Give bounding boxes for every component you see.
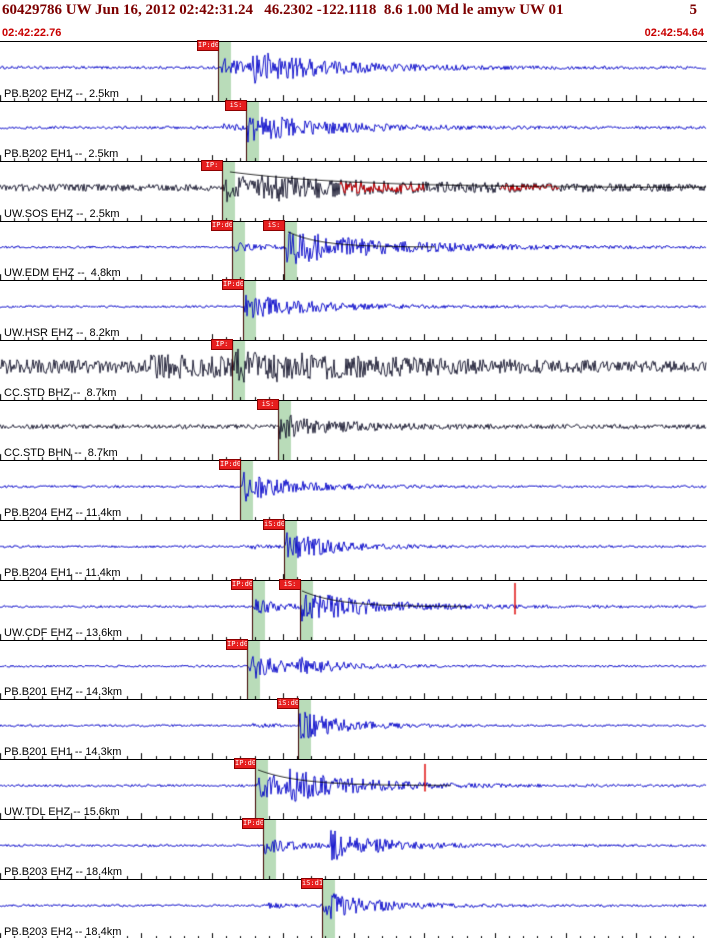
trace-row[interactable]: iS:d0 PB.B204 EH1 -- 11.4km [0, 518, 707, 581]
trace-row[interactable]: IP:d0 PB.B204 EHZ -- 11.4km [0, 459, 707, 521]
trace-row[interactable]: IP:d0 iS: 1 UW.CDF EHZ -- 13.6km [0, 578, 707, 641]
trace-row[interactable]: IP:d0 PB.B202 EHZ -- 2.5km [0, 40, 707, 102]
station-label: PB.B201 EH1 -- 14.3km [4, 746, 122, 759]
waveform-canvas[interactable] [0, 700, 707, 760]
time-axis-labels: 02:42:22.76 02:42:54.64 [0, 20, 707, 41]
phase-pick-flag[interactable]: iS:d0 [277, 698, 299, 710]
event-summary: 60429786 UW Jun 16, 2012 02:42:31.24 46.… [2, 1, 564, 18]
phase-pick-flag[interactable]: iS:d0 [263, 518, 285, 530]
phase-pick-flag[interactable]: IP: 1 [211, 339, 233, 351]
waveform-canvas[interactable] [0, 221, 707, 281]
phase-pick-flag[interactable]: iS: 1 [257, 399, 279, 411]
phase-pick-flag[interactable]: iS:d1 [301, 878, 323, 890]
phase-pick-flag[interactable]: iS: 1 [279, 578, 301, 590]
trace-row[interactable]: IP:d0 PB.B203 EHZ -- 18.4km [0, 818, 707, 881]
waveform-canvas[interactable] [0, 461, 707, 520]
phase-pick-flag[interactable]: IP:d0 [222, 279, 244, 291]
waveform-canvas[interactable] [0, 520, 707, 580]
window-end-time: 02:42:54.64 [644, 27, 704, 39]
station-label: UW.HSR EHZ -- 8.2km [4, 327, 120, 340]
trace-row[interactable]: iS:d0 PB.B201 EH1 -- 14.3km [0, 698, 707, 761]
phase-pick-flag[interactable]: IP: 2 [201, 159, 223, 171]
phase-pick-flag[interactable]: IP:d0 [219, 459, 241, 471]
station-label: PB.B203 EHZ -- 18.4km [4, 866, 122, 879]
station-label: PB.B202 EH1 -- 2.5km [4, 147, 119, 160]
page-indicator: 5 [689, 1, 698, 18]
phase-pick-flag[interactable]: iS: 1 [263, 219, 285, 231]
trace-area: IP:d0 PB.B202 EHZ -- 2.5km iS: 1 PB.B202 EH… [0, 40, 707, 938]
station-label: PB.B204 EH1 -- 11.4km [4, 566, 121, 579]
station-label: UW.CDF EHZ -- 13.6km [4, 626, 122, 639]
trace-row[interactable]: IP: 1 CC.STD BHZ -- 8.7km [0, 339, 707, 402]
station-label: CC.STD BHZ -- 8.7km [4, 387, 117, 400]
event-header: 60429786 UW Jun 16, 2012 02:42:31.24 46.… [0, 0, 707, 20]
waveform-canvas[interactable] [0, 760, 707, 820]
trace-row[interactable]: iS: 1 CC.STD BHN -- 8.7km [0, 399, 707, 462]
trace-row[interactable]: IP:d0 PB.B201 EHZ -- 14.3km [0, 638, 707, 701]
waveform-canvas[interactable] [0, 640, 707, 700]
phase-pick-flag[interactable]: IP:d0 [226, 638, 248, 650]
trace-row[interactable]: IP:d0 iS: 1 UW.EDM EHZ -- 4.8km [0, 219, 707, 282]
trace-row[interactable]: IP:d0 UW.TDL EHZ -- 15.6km [0, 758, 707, 821]
waveform-canvas[interactable] [0, 341, 707, 401]
waveform-canvas[interactable] [0, 101, 707, 161]
station-label: PB.B204 EHZ -- 11.4km [4, 506, 122, 519]
phase-pick-flag[interactable]: IP:d0 [231, 578, 253, 590]
trace-row[interactable]: IP: 2 UW.SOS EHZ -- 2.5km [0, 159, 707, 222]
trace-row[interactable]: iS: 1 PB.B202 EH1 -- 2.5km [0, 99, 707, 162]
phase-pick-flag[interactable]: IP:d0 [234, 758, 256, 770]
waveform-canvas[interactable] [0, 880, 707, 938]
phase-pick-flag[interactable]: iS: 1 [225, 99, 247, 111]
station-label: UW.EDM EHZ -- 4.8km [4, 267, 121, 280]
trace-row[interactable]: iS:d1 PB.B203 EH2 -- 18.4km [0, 878, 707, 938]
station-label: UW.TDL EHZ -- 15.6km [4, 806, 120, 819]
waveform-canvas[interactable] [0, 281, 707, 341]
station-label: PB.B202 EHZ -- 2.5km [4, 87, 119, 100]
phase-pick-flag[interactable]: IP:d0 [197, 40, 219, 51]
station-label: UW.SOS EHZ -- 2.5km [4, 207, 120, 220]
station-label: CC.STD BHN -- 8.7km [4, 447, 118, 460]
waveform-canvas[interactable] [0, 42, 707, 101]
waveform-canvas[interactable] [0, 820, 707, 880]
waveform-canvas[interactable] [0, 580, 707, 640]
phase-pick-flag[interactable]: IP:d0 [211, 219, 233, 231]
trace-row[interactable]: IP:d0 UW.HSR EHZ -- 8.2km [0, 279, 707, 342]
station-label: PB.B203 EH2 -- 18.4km [4, 925, 122, 938]
phase-pick-flag[interactable]: IP:d0 [242, 818, 264, 830]
window-start-time: 02:42:22.76 [2, 27, 62, 39]
waveform-canvas[interactable] [0, 161, 707, 221]
waveform-canvas[interactable] [0, 401, 707, 461]
station-label: PB.B201 EHZ -- 14.3km [4, 686, 122, 699]
